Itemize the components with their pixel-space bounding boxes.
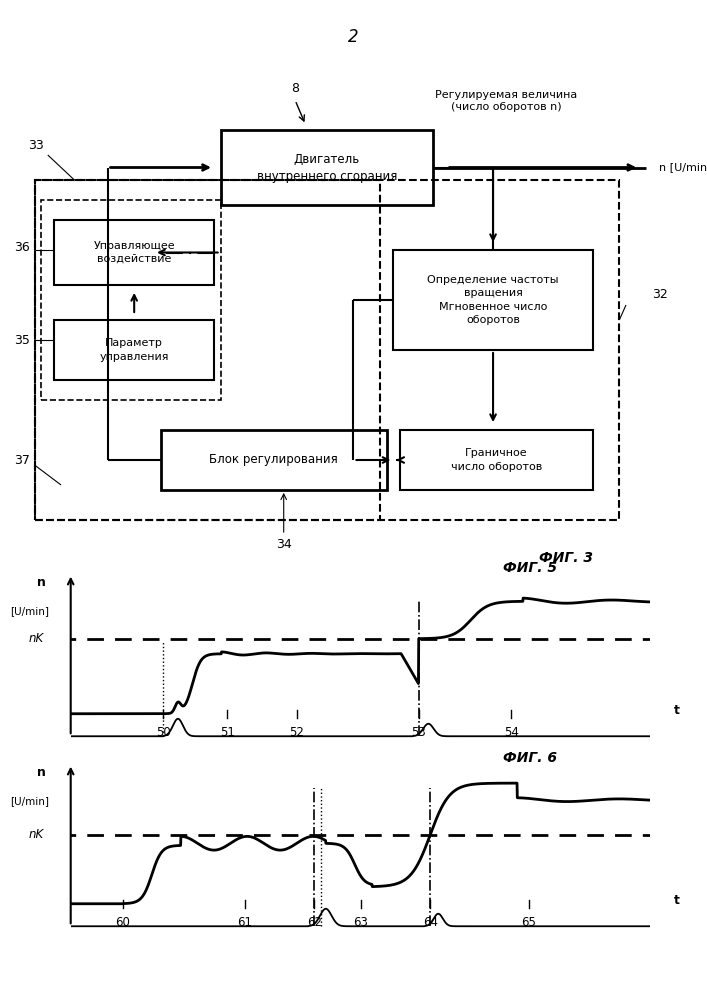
Text: 37: 37	[15, 454, 30, 466]
Text: 50: 50	[156, 726, 171, 739]
Text: 65: 65	[521, 916, 536, 929]
Text: n: n	[37, 576, 46, 589]
Bar	[41, 200, 221, 400]
Text: t: t	[674, 894, 679, 906]
Text: 35: 35	[15, 334, 30, 347]
Text: 34: 34	[276, 538, 291, 552]
Text: ФИГ. 6: ФИГ. 6	[503, 751, 557, 765]
Text: 64: 64	[423, 916, 438, 929]
Text: ФИГ. 3: ФИГ. 3	[539, 551, 593, 565]
Text: 32: 32	[653, 288, 668, 302]
Text: n: n	[37, 766, 46, 779]
Text: t: t	[674, 704, 679, 716]
Text: 63: 63	[353, 916, 368, 929]
Bar	[160, 430, 387, 490]
Text: n [U/min]: n [U/min]	[659, 163, 707, 173]
Bar	[221, 130, 433, 205]
Text: [U/min]: [U/min]	[11, 796, 49, 806]
Text: nK: nK	[28, 828, 44, 842]
Text: 8: 8	[291, 82, 299, 95]
Text: nK: nK	[28, 632, 44, 645]
Bar	[400, 430, 592, 490]
Text: 61: 61	[237, 916, 252, 929]
Text: Блок регулирования: Блок регулирования	[209, 454, 338, 466]
Bar	[393, 250, 592, 350]
Text: Граничное
число оборотов: Граничное число оборотов	[451, 448, 542, 472]
Text: Управляющее
воздействие: Управляющее воздействие	[93, 241, 175, 264]
Text: Двигатель
внутреннего сгорания: Двигатель внутреннего сгорания	[257, 153, 397, 183]
Text: 33: 33	[28, 139, 44, 152]
Text: Регулируемая величина
(число оборотов n): Регулируемая величина (число оборотов n)	[436, 90, 578, 112]
Text: ФИГ. 5: ФИГ. 5	[503, 561, 557, 575]
Text: 60: 60	[115, 916, 130, 929]
Text: 51: 51	[220, 726, 235, 739]
Text: 36: 36	[15, 241, 30, 254]
Text: 54: 54	[504, 726, 519, 739]
Text: 53: 53	[411, 726, 426, 739]
Text: 52: 52	[289, 726, 304, 739]
Text: [U/min]: [U/min]	[11, 606, 49, 616]
Text: Параметр
управления: Параметр управления	[100, 338, 169, 362]
Bar	[35, 180, 619, 520]
Bar	[54, 320, 214, 380]
Bar	[35, 180, 380, 520]
Bar	[54, 220, 214, 285]
Text: 2: 2	[348, 28, 359, 46]
Text: 62: 62	[307, 916, 322, 929]
Text: Определение частоты
вращения
Мгновенное число
оборотов: Определение частоты вращения Мгновенное …	[427, 275, 559, 325]
